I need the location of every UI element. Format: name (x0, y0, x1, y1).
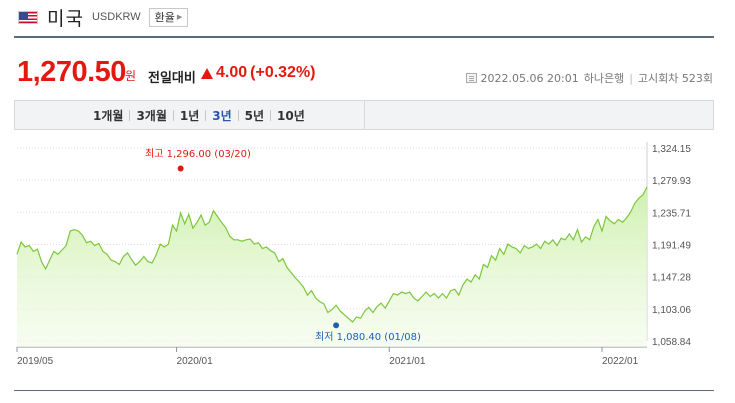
tab-1month[interactable]: 1개월 (93, 108, 124, 123)
currency-code: USDKRW (91, 11, 141, 23)
exchange-rate-button[interactable]: 환율 ▶ (148, 7, 189, 27)
notice-icon (465, 73, 477, 83)
tab-10years[interactable]: 10년 (277, 108, 305, 123)
tab-3months[interactable]: 3개월 (136, 108, 167, 123)
y-tick-label: 1,103.06 (652, 305, 691, 316)
page-header: 미국 USDKRW 환율 ▶ (18, 6, 189, 30)
compare-label: 전일대비 (148, 71, 196, 86)
exchange-rate-button-label: 환율 (154, 11, 175, 24)
high-label: 최고 1,296.00 (03/20) (145, 148, 251, 160)
country-name: 미국 (47, 7, 84, 30)
x-tick-label: 2021/01 (389, 356, 426, 367)
y-tick-label: 1,058.84 (652, 337, 691, 348)
tab-3years[interactable]: 3년 (212, 108, 232, 123)
x-tick-label: 2019/05 (17, 356, 54, 367)
change-percent: (+0.32%) (250, 64, 316, 81)
tab-separator (172, 109, 174, 121)
current-price: 1,270.50 (17, 56, 126, 88)
tab-separator (270, 109, 272, 121)
exchange-rate-chart[interactable]: 1,324.15 1,279.93 1,235.71 1,191.49 1,147.28… (0, 130, 735, 375)
y-tick-label: 1,191.49 (652, 241, 691, 252)
price-change: 4.00 (+0.32%) (201, 64, 316, 82)
chart-svg: 1,324.15 1,279.93 1,235.71 1,191.49 1,147.28… (16, 142, 691, 367)
y-tick-label: 1,279.93 (652, 176, 691, 187)
y-tick-label: 1,235.71 (652, 208, 691, 219)
tab-separator (129, 109, 131, 121)
low-marker (333, 322, 340, 329)
price-unit: 원 (125, 69, 137, 83)
footer-divider (14, 390, 714, 391)
chevron-right-icon: ▶ (176, 13, 183, 21)
header-divider (14, 36, 714, 38)
x-tick-label: 2020/01 (177, 356, 214, 367)
quote-meta: 2022.05.06 20:01 하나은행 | 고시회차 523회 (465, 70, 713, 86)
change-value: 4.00 (216, 64, 248, 81)
tab-separator (205, 109, 207, 121)
quote-datetime: 2022.05.06 20:01 (480, 71, 579, 85)
notice-round: 고시회차 523회 (637, 72, 713, 85)
period-tab-group: 1개월 3개월 1년 3년 5년 10년 (15, 101, 365, 129)
low-label: 최저 1,080.40 (01/08) (315, 331, 421, 343)
tab-5years[interactable]: 5년 (244, 108, 265, 123)
high-marker (177, 165, 184, 172)
up-triangle-icon (201, 67, 213, 79)
x-tick-label: 2022/01 (602, 356, 639, 367)
meta-separator: | (629, 71, 633, 85)
us-flag-icon (18, 10, 38, 24)
period-tabs: 1개월 3개월 1년 3년 5년 10년 (14, 100, 714, 130)
y-tick-label: 1,147.28 (652, 273, 691, 284)
tab-separator (237, 109, 239, 121)
y-tick-label: 1,324.15 (652, 144, 691, 155)
bank-name: 하나은행 (583, 72, 625, 85)
tab-1year[interactable]: 1년 (179, 108, 200, 123)
series-area (17, 187, 647, 347)
series-line (16, 186, 648, 323)
